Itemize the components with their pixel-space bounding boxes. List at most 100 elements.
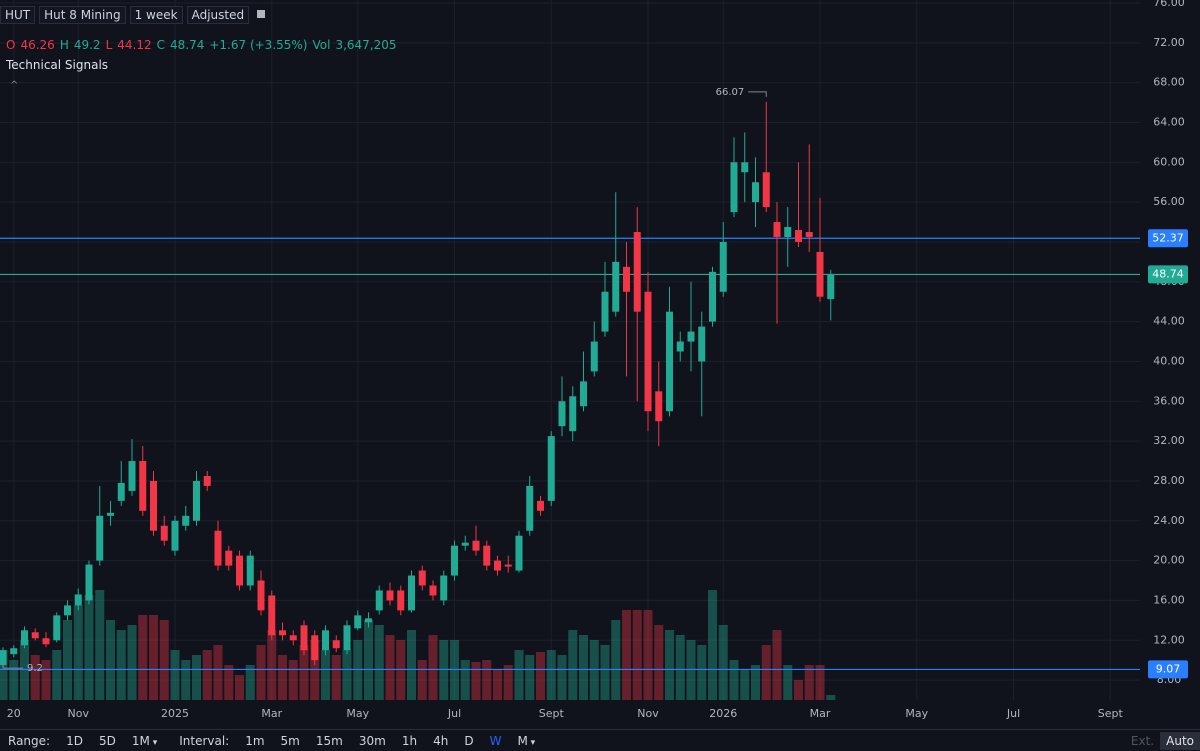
volume-bar [761, 645, 771, 700]
high-annotation: 66.07 [716, 87, 745, 98]
volume-bar [84, 595, 94, 700]
interval-button[interactable]: 30m [358, 734, 386, 748]
range-button[interactable]: 5D [98, 734, 116, 748]
collapse-caret[interactable]: ^ [10, 80, 19, 91]
symbol[interactable]: HUT [0, 6, 36, 24]
x-tick-label: 20 [7, 707, 21, 720]
candle-body [332, 640, 340, 649]
volume-bar [149, 615, 158, 700]
volume-bar [428, 635, 438, 700]
candle-body [805, 232, 813, 237]
candle-body [128, 461, 136, 491]
ext-button[interactable]: Ext. [1130, 734, 1155, 748]
volume-bar [708, 590, 717, 700]
low-marker [2, 663, 23, 669]
x-tick-label: May [905, 707, 928, 720]
candle-body [429, 585, 437, 596]
candle-body [386, 590, 394, 601]
auto-button[interactable]: Auto [1160, 732, 1200, 750]
volume-bar [751, 665, 760, 700]
candle-body [0, 650, 7, 666]
volume-bar [718, 625, 728, 700]
y-tick-label: 32.00 [1153, 434, 1185, 447]
x-tick-label: Nov [637, 707, 659, 720]
volume-bar [106, 620, 115, 700]
volume-bar [331, 655, 341, 700]
candle-body [494, 560, 501, 571]
candle-body [569, 396, 577, 432]
interval[interactable]: 1 week [129, 6, 183, 24]
candle-body [687, 331, 695, 342]
x-tick-label: Mar [810, 707, 831, 720]
x-tick-label: May [346, 707, 369, 720]
candle-body [257, 580, 265, 611]
technical-signals[interactable]: Technical Signals [6, 58, 109, 72]
candle-body [547, 436, 555, 501]
candle-body [784, 227, 792, 237]
volume-label: Vol [312, 38, 331, 52]
symbol-name[interactable]: Hut 8 Mining [39, 6, 126, 24]
volume-bar [116, 630, 126, 700]
open-label: O [6, 38, 16, 52]
volume-bar [804, 665, 814, 700]
volume-bar [170, 650, 180, 700]
x-tick-label: 2026 [709, 707, 737, 720]
interval-button[interactable]: 5m [280, 734, 300, 748]
volume-bar [256, 645, 266, 700]
menu-icon[interactable] [257, 10, 266, 18]
volume-bar [536, 652, 545, 700]
candle-body [472, 540, 480, 551]
candle-body [354, 615, 362, 629]
interval-button[interactable]: M [509, 734, 543, 748]
candle-body [762, 172, 770, 208]
candle-body [676, 341, 684, 352]
candle-body [289, 635, 297, 641]
high-value: 49.2 [73, 38, 101, 52]
volume-bar [632, 610, 642, 700]
volume-bar [493, 670, 502, 700]
candle-body [601, 291, 609, 332]
volume-bar [557, 655, 567, 700]
range-button[interactable]: 1D [66, 734, 83, 748]
volume-bar [52, 650, 62, 700]
volume-bar [321, 650, 330, 700]
x-tick-label: Jul [447, 707, 461, 720]
candle-body [225, 550, 233, 566]
interval-button[interactable]: 1h [401, 734, 418, 748]
volume-bar [525, 655, 535, 700]
volume-bar [471, 662, 481, 700]
candle-body [623, 266, 630, 292]
interval-button[interactable]: W [489, 734, 502, 748]
volume-bar [729, 660, 739, 700]
interval-button[interactable]: 4h [433, 734, 449, 748]
candle-body [537, 500, 544, 511]
close-price-label: 48.74 [1152, 267, 1184, 280]
adjustment[interactable]: Adjusted [186, 6, 250, 24]
candle-body [96, 515, 104, 561]
interval-button[interactable]: 15m [315, 734, 343, 748]
volume-bar [514, 650, 524, 700]
y-tick-label: 64.00 [1153, 115, 1185, 128]
y-tick-label: 56.00 [1153, 195, 1185, 208]
range-button[interactable]: 1M [124, 734, 165, 748]
y-tick-label: 68.00 [1153, 76, 1185, 89]
candle-body [182, 515, 190, 526]
candle-body [311, 635, 319, 661]
y-tick-label: 36.00 [1153, 394, 1185, 407]
price-line-label: 52.37 [1152, 231, 1184, 244]
y-tick-label: 28.00 [1153, 474, 1185, 487]
price-line-box [1148, 229, 1188, 248]
interval-button[interactable]: D [464, 734, 474, 748]
interval-buttons: 1m 5m 15m 30m 1h 4h D W M [237, 734, 543, 748]
volume-bar [224, 665, 234, 700]
volume-bar [460, 660, 470, 700]
interval-button[interactable]: 1m [245, 734, 265, 748]
candle-body [719, 241, 727, 292]
candle-body [214, 530, 222, 566]
x-tick-label: 2025 [161, 707, 189, 720]
candle-body [730, 162, 738, 213]
x-tick-label: Nov [68, 707, 90, 720]
candle-body [816, 251, 824, 297]
y-tick-label: 24.00 [1153, 514, 1185, 527]
